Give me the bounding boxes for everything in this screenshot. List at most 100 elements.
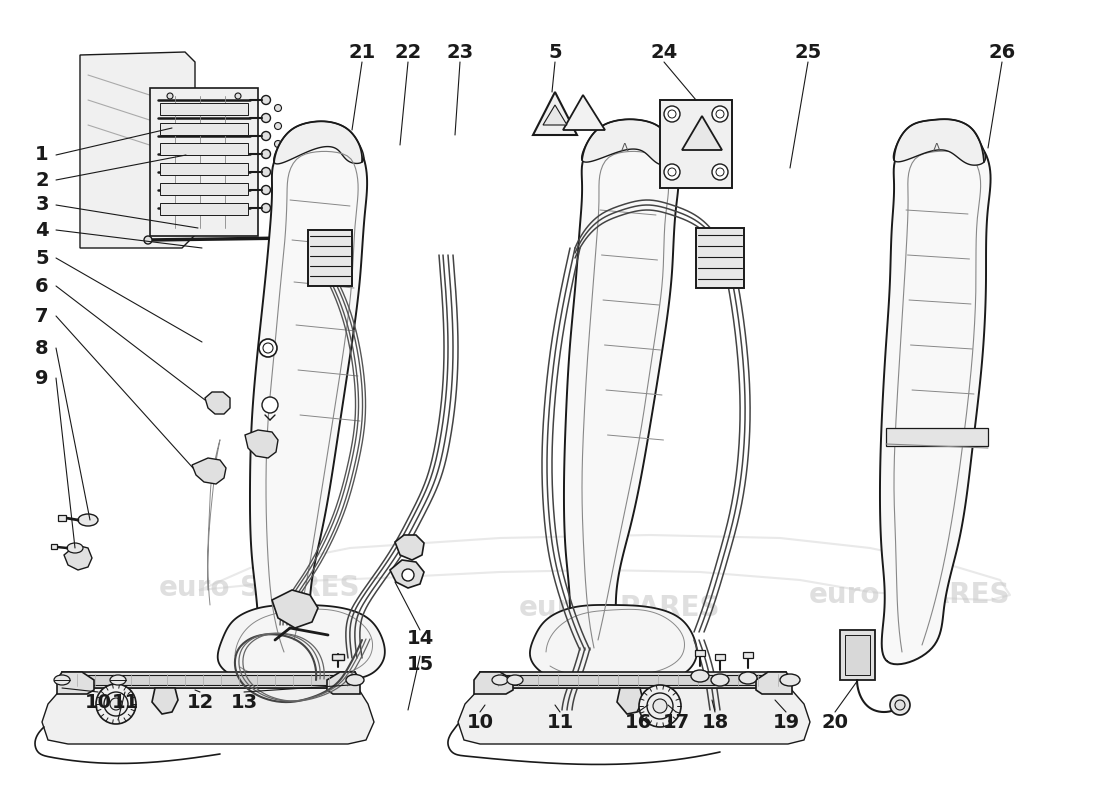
Ellipse shape xyxy=(492,675,508,685)
Text: 5: 5 xyxy=(35,249,48,267)
Text: 14: 14 xyxy=(406,629,433,647)
Polygon shape xyxy=(395,535,424,560)
Ellipse shape xyxy=(144,236,152,244)
Polygon shape xyxy=(152,688,178,714)
Bar xyxy=(160,103,248,115)
Ellipse shape xyxy=(712,106,728,122)
Text: SPARES: SPARES xyxy=(600,594,719,622)
Text: 10: 10 xyxy=(466,713,494,731)
Ellipse shape xyxy=(263,343,273,353)
Ellipse shape xyxy=(275,105,282,111)
Text: 24: 24 xyxy=(650,42,678,62)
Ellipse shape xyxy=(258,339,277,357)
Ellipse shape xyxy=(664,164,680,180)
Ellipse shape xyxy=(653,699,667,713)
Polygon shape xyxy=(250,139,367,661)
Bar xyxy=(160,163,248,175)
Polygon shape xyxy=(57,672,94,694)
Text: 16: 16 xyxy=(625,713,651,731)
Ellipse shape xyxy=(739,672,757,684)
Text: 3: 3 xyxy=(35,195,48,214)
Polygon shape xyxy=(617,688,643,714)
Polygon shape xyxy=(880,137,991,664)
Polygon shape xyxy=(205,392,230,414)
Polygon shape xyxy=(582,119,676,166)
Ellipse shape xyxy=(275,177,282,183)
Text: SPARES: SPARES xyxy=(240,574,360,602)
Text: 11: 11 xyxy=(111,693,139,711)
Bar xyxy=(51,544,57,549)
Ellipse shape xyxy=(262,114,271,122)
Ellipse shape xyxy=(167,93,173,99)
Bar xyxy=(332,654,344,660)
Ellipse shape xyxy=(262,186,271,194)
Bar xyxy=(160,203,248,215)
Ellipse shape xyxy=(67,543,82,553)
Bar xyxy=(886,428,988,446)
Polygon shape xyxy=(564,138,679,655)
Ellipse shape xyxy=(647,693,673,719)
Text: 25: 25 xyxy=(794,42,822,62)
Polygon shape xyxy=(42,688,374,744)
Ellipse shape xyxy=(668,110,676,118)
Text: 11: 11 xyxy=(547,713,573,731)
Bar xyxy=(840,630,874,680)
Ellipse shape xyxy=(346,674,364,686)
Bar xyxy=(845,635,870,675)
Ellipse shape xyxy=(262,167,271,177)
Polygon shape xyxy=(274,122,364,164)
Polygon shape xyxy=(534,92,578,135)
Text: euro: euro xyxy=(808,581,880,609)
Bar xyxy=(150,88,258,236)
Polygon shape xyxy=(682,116,722,150)
Ellipse shape xyxy=(110,698,122,710)
Ellipse shape xyxy=(275,141,282,147)
Text: 21: 21 xyxy=(349,42,375,62)
Bar xyxy=(715,654,725,660)
Ellipse shape xyxy=(890,695,910,715)
Text: Λ: Λ xyxy=(621,143,629,153)
Bar xyxy=(480,672,786,688)
Bar xyxy=(308,230,352,286)
Polygon shape xyxy=(80,52,195,248)
Ellipse shape xyxy=(262,397,278,413)
Text: 20: 20 xyxy=(822,713,848,731)
Bar xyxy=(660,100,732,188)
Ellipse shape xyxy=(668,168,676,176)
Text: 2: 2 xyxy=(35,170,48,190)
Bar xyxy=(160,123,248,135)
Text: 23: 23 xyxy=(447,42,474,62)
Ellipse shape xyxy=(78,514,98,526)
Text: 6: 6 xyxy=(35,277,48,295)
Text: 18: 18 xyxy=(702,713,728,731)
Ellipse shape xyxy=(96,684,136,724)
Text: 9: 9 xyxy=(35,369,48,387)
Polygon shape xyxy=(218,605,385,685)
Ellipse shape xyxy=(716,110,724,118)
Polygon shape xyxy=(543,105,566,125)
Ellipse shape xyxy=(262,150,271,158)
Bar xyxy=(696,228,744,288)
Ellipse shape xyxy=(110,675,126,685)
Ellipse shape xyxy=(275,122,282,130)
Polygon shape xyxy=(458,688,810,744)
Polygon shape xyxy=(272,590,318,628)
Ellipse shape xyxy=(711,674,729,686)
Text: 8: 8 xyxy=(35,338,48,358)
Ellipse shape xyxy=(716,168,724,176)
Ellipse shape xyxy=(691,670,710,682)
Text: 26: 26 xyxy=(989,42,1015,62)
Text: 22: 22 xyxy=(395,42,421,62)
Text: 1: 1 xyxy=(35,146,48,165)
Bar xyxy=(742,652,754,658)
Ellipse shape xyxy=(104,692,128,716)
Text: SPARES: SPARES xyxy=(890,581,1010,609)
Ellipse shape xyxy=(262,95,271,105)
Ellipse shape xyxy=(507,675,522,685)
Text: 17: 17 xyxy=(662,713,690,731)
Polygon shape xyxy=(327,672,360,694)
Polygon shape xyxy=(64,545,92,570)
Ellipse shape xyxy=(262,203,271,213)
Text: 15: 15 xyxy=(406,654,433,674)
Polygon shape xyxy=(530,605,696,686)
